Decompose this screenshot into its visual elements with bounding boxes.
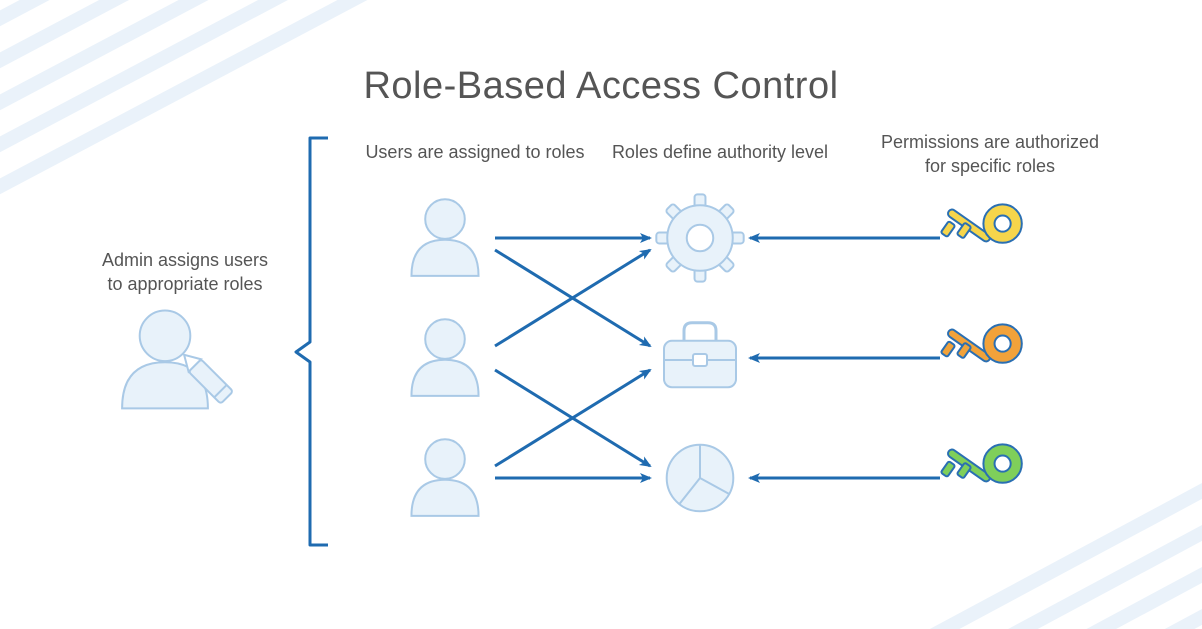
diagram-stage: Role-Based Access Control Admin assigns … xyxy=(0,0,1202,629)
admin-icon xyxy=(122,311,233,409)
permission-key-icons xyxy=(941,204,1022,483)
grouping-bracket xyxy=(296,138,328,545)
edges-users-to-roles xyxy=(495,238,650,478)
key-icon xyxy=(941,204,1022,243)
pie-icon xyxy=(667,445,734,512)
briefcase-icon xyxy=(664,323,736,387)
gear-icon xyxy=(656,194,743,281)
user-icon xyxy=(411,319,478,396)
user-icon xyxy=(411,439,478,516)
user-icons xyxy=(411,199,478,516)
user-icon xyxy=(411,199,478,276)
diagram-layer xyxy=(0,0,1202,629)
edges-permissions-to-roles xyxy=(750,238,940,478)
key-icon xyxy=(941,324,1022,363)
key-icon xyxy=(941,444,1022,483)
role-icons xyxy=(656,194,743,511)
